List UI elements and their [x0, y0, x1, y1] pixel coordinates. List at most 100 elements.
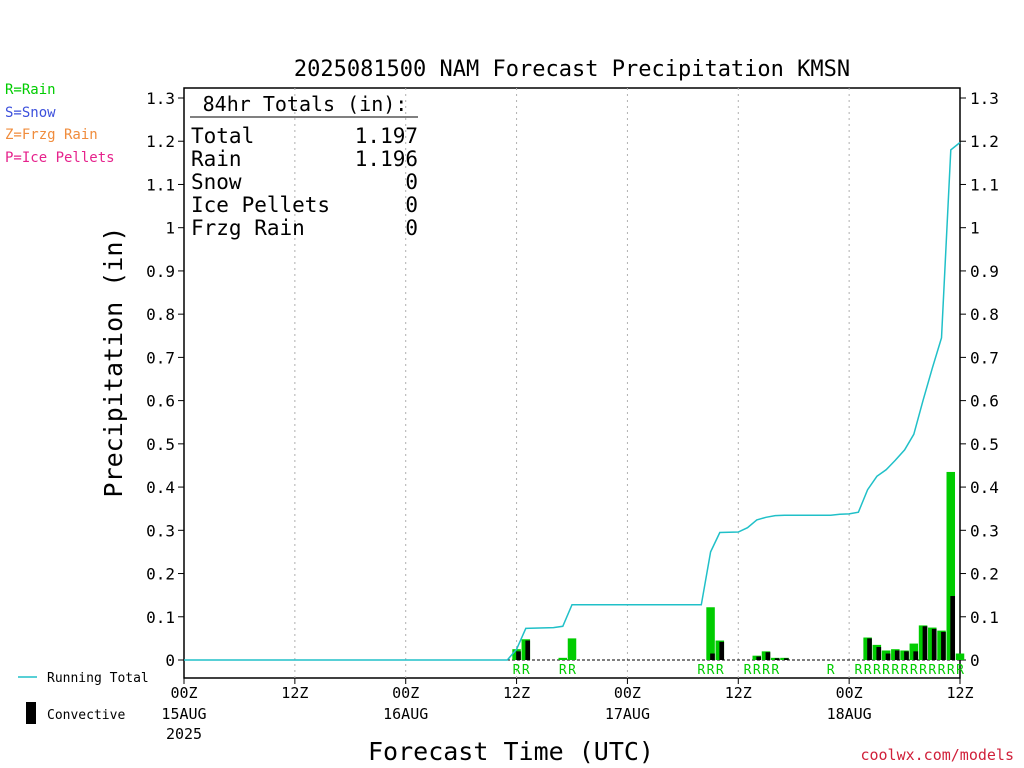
convective-bar [941, 631, 946, 660]
precip-type-label: R [716, 663, 724, 678]
precip-type-label: R [919, 663, 927, 678]
y-tick-label-left: 0.2 [146, 565, 175, 584]
rain-bar [567, 638, 577, 660]
y-tick-label-left: 0 [165, 651, 175, 670]
precip-type-label: R [753, 663, 761, 678]
convective-bar [719, 641, 725, 660]
totals-row-value: 0 [405, 216, 418, 240]
legend-ice-pellets-label: P=Ice Pellets [5, 150, 115, 166]
precip-type-label: R [928, 663, 936, 678]
precip-type-label: R [771, 663, 779, 678]
convective-bar [710, 653, 715, 660]
precip-type-label: R [873, 663, 881, 678]
y-tick-label-right: 0.4 [970, 478, 999, 497]
y-tick-label-left: 1.2 [146, 132, 175, 151]
x-tick-label: 12Z [725, 684, 752, 702]
x-axis-label: Forecast Time (UTC) [368, 737, 654, 766]
rain-bar [558, 657, 568, 660]
legend-freezing-rain: Z=Frzg Rain [5, 127, 98, 143]
convective-bar [913, 651, 919, 660]
x-tick-label: 00Z [170, 684, 197, 702]
x-tick-label: 00Z [614, 684, 641, 702]
legend-snow: S=Snow [5, 105, 56, 121]
totals-row-value: 0 [405, 170, 418, 194]
y-tick-label-left: 0.9 [146, 262, 175, 281]
precip-type-label: R [910, 663, 918, 678]
convective-legend-label: Convective [47, 708, 125, 723]
convective-bar [516, 651, 521, 660]
rain-bar [955, 653, 965, 660]
precip-type-label: R [947, 663, 955, 678]
y-tick-label-right: 1.2 [970, 132, 999, 151]
running-total-legend-label: Running Total [47, 671, 149, 686]
precip-type-label: R [854, 663, 862, 678]
precip-type-label: R [882, 663, 890, 678]
x-tick-label: 12Z [946, 684, 973, 702]
legend-rain-label: R=Rain [5, 82, 56, 98]
totals-row-label: Snow [191, 170, 242, 194]
precip-type-label: R [697, 663, 705, 678]
y-tick-label-left: 0.3 [146, 521, 175, 540]
totals-row-value: 0 [405, 193, 418, 217]
totals-row-value: 1.197 [355, 124, 418, 148]
plot-frame [183, 87, 961, 679]
y-tick-label-right: 0.9 [970, 262, 999, 281]
precip-type-label: R [901, 663, 909, 678]
precip-type-label: R [513, 663, 521, 678]
y-tick-label-left: 0.6 [146, 392, 175, 411]
x-tick-label: 12Z [503, 684, 530, 702]
y-tick-label-right: 0.7 [970, 348, 999, 367]
y-tick-label-left: 0.5 [146, 435, 175, 454]
legend-ice-pellets: P=Ice Pellets [5, 150, 115, 166]
y-tick-label-right: 0.5 [970, 435, 999, 454]
convective-bar [904, 651, 909, 660]
convective-bar [950, 596, 956, 660]
y-tick-label-left: 1.1 [146, 175, 175, 194]
precip-type-label: R [956, 663, 964, 678]
convective-bar [756, 656, 762, 660]
y-tick-label-left: 0.7 [146, 348, 175, 367]
y-tick-label-right: 1.3 [970, 89, 999, 108]
precip-type-label: R [864, 663, 872, 678]
convective-bar [885, 653, 891, 660]
y-tick-label-left: 1 [165, 219, 175, 238]
convective-bar [867, 638, 872, 660]
convective-bar [765, 652, 771, 660]
totals-title: 84hr Totals (in): [203, 92, 408, 116]
y-axis-label: Precipitation (in) [99, 227, 128, 498]
x-tick-date-label: 16AUG [383, 705, 428, 723]
precip-type-label: R [744, 663, 752, 678]
x-tick-date-label: 15AUG [161, 705, 206, 723]
x-tick-label: 00Z [836, 684, 863, 702]
credit-link[interactable]: coolwx.com/models [860, 746, 1014, 764]
running-total-line [184, 141, 961, 661]
x-tick-label: 12Z [281, 684, 308, 702]
convective-bar [931, 628, 937, 660]
convective-bar [922, 626, 928, 660]
convective-bar [525, 640, 531, 660]
convective-bar [774, 658, 780, 660]
y-tick-label-right: 1 [970, 219, 980, 238]
convective-legend-swatch [26, 702, 36, 724]
precip-type-label: R [559, 663, 567, 678]
y-tick-label-left: 0.1 [146, 608, 175, 627]
y-tick-label-right: 1.1 [970, 175, 999, 194]
y-tick-label-right: 0.3 [970, 521, 999, 540]
y-tick-label-left: 0.4 [146, 478, 175, 497]
precip-type-label: R [762, 663, 770, 678]
y-tick-label-right: 0.1 [970, 608, 999, 627]
x-tick-date-label: 18AUG [827, 705, 872, 723]
convective-bar [784, 658, 789, 660]
y-tick-label-right: 0.2 [970, 565, 999, 584]
x-tick-year-label: 2025 [166, 725, 202, 743]
y-tick-label-right: 0.8 [970, 305, 999, 324]
x-tick-date-label: 17AUG [605, 705, 650, 723]
totals-row-label: Frzg Rain [191, 216, 305, 240]
totals-row-value: 1.196 [355, 147, 418, 171]
totals-row-label: Total [191, 124, 254, 148]
precip-type-label: R [891, 663, 899, 678]
convective-bar [894, 650, 900, 660]
legend-freezing-rain-label: Z=Frzg Rain [5, 127, 98, 143]
rain-bar [706, 607, 715, 660]
